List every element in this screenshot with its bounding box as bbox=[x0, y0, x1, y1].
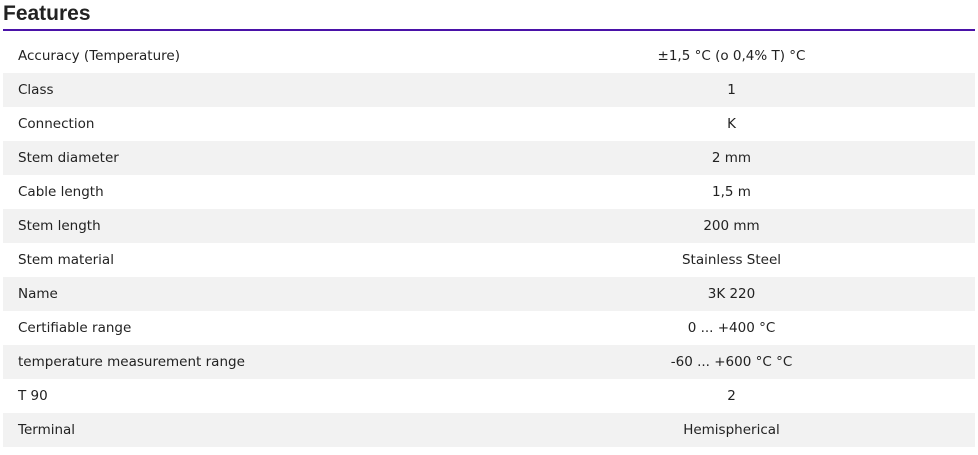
table-row: Name 3K 220 bbox=[3, 277, 975, 311]
table-row: Connection K bbox=[3, 107, 975, 141]
table-row: temperature measurement range -60 ... +60… bbox=[3, 345, 975, 379]
feature-label: Stem length bbox=[18, 218, 101, 234]
feature-label: Class bbox=[18, 82, 54, 98]
table-row: Terminal Hemispherical bbox=[3, 413, 975, 447]
feature-label: Cable length bbox=[18, 184, 104, 200]
feature-label: temperature measurement range bbox=[18, 354, 245, 370]
table-row: Class 1 bbox=[3, 73, 975, 107]
feature-label: Stem diameter bbox=[18, 150, 119, 166]
feature-value: 1 bbox=[727, 82, 736, 98]
feature-value: ±1,5 °C (o 0,4% T) °C bbox=[657, 48, 806, 64]
table-row: Accuracy (Temperature) ±1,5 °C (o 0,4% T)… bbox=[3, 39, 975, 73]
feature-value: 1,5 m bbox=[712, 184, 751, 200]
table-row: T 90 2 bbox=[3, 379, 975, 413]
feature-label: Certifiable range bbox=[18, 320, 132, 336]
feature-label: Connection bbox=[18, 116, 95, 132]
feature-value: -60 ... +600 °C °C bbox=[670, 354, 793, 370]
feature-value: 2 mm bbox=[711, 150, 752, 166]
table-row: Stem diameter 2 mm bbox=[3, 141, 975, 175]
title-divider bbox=[3, 29, 975, 31]
feature-label: T 90 bbox=[18, 388, 48, 404]
features-table: Accuracy (Temperature) ±1,5 °C (o 0,4% T)… bbox=[3, 39, 975, 447]
feature-value: 0 ... +400 °C bbox=[687, 320, 776, 336]
feature-label: Terminal bbox=[18, 422, 76, 438]
feature-label: Stem material bbox=[18, 252, 114, 268]
feature-value: Hemispherical bbox=[683, 422, 780, 438]
table-row: Cable length 1,5 m bbox=[3, 175, 975, 209]
feature-value: Stainless Steel bbox=[681, 252, 782, 268]
feature-label: Accuracy (Temperature) bbox=[18, 48, 180, 64]
table-row: Stem material Stainless Steel bbox=[3, 243, 975, 277]
feature-value: 2 bbox=[727, 388, 736, 404]
feature-value: 200 mm bbox=[703, 218, 760, 234]
feature-value: 3K 220 bbox=[707, 286, 756, 302]
table-row: Stem length 200 mm bbox=[3, 209, 975, 243]
table-row: Certifiable range 0 ... +400 °C bbox=[3, 311, 975, 345]
section-title: Features bbox=[3, 2, 91, 25]
feature-label: Name bbox=[18, 286, 58, 302]
feature-value: K bbox=[727, 116, 736, 132]
